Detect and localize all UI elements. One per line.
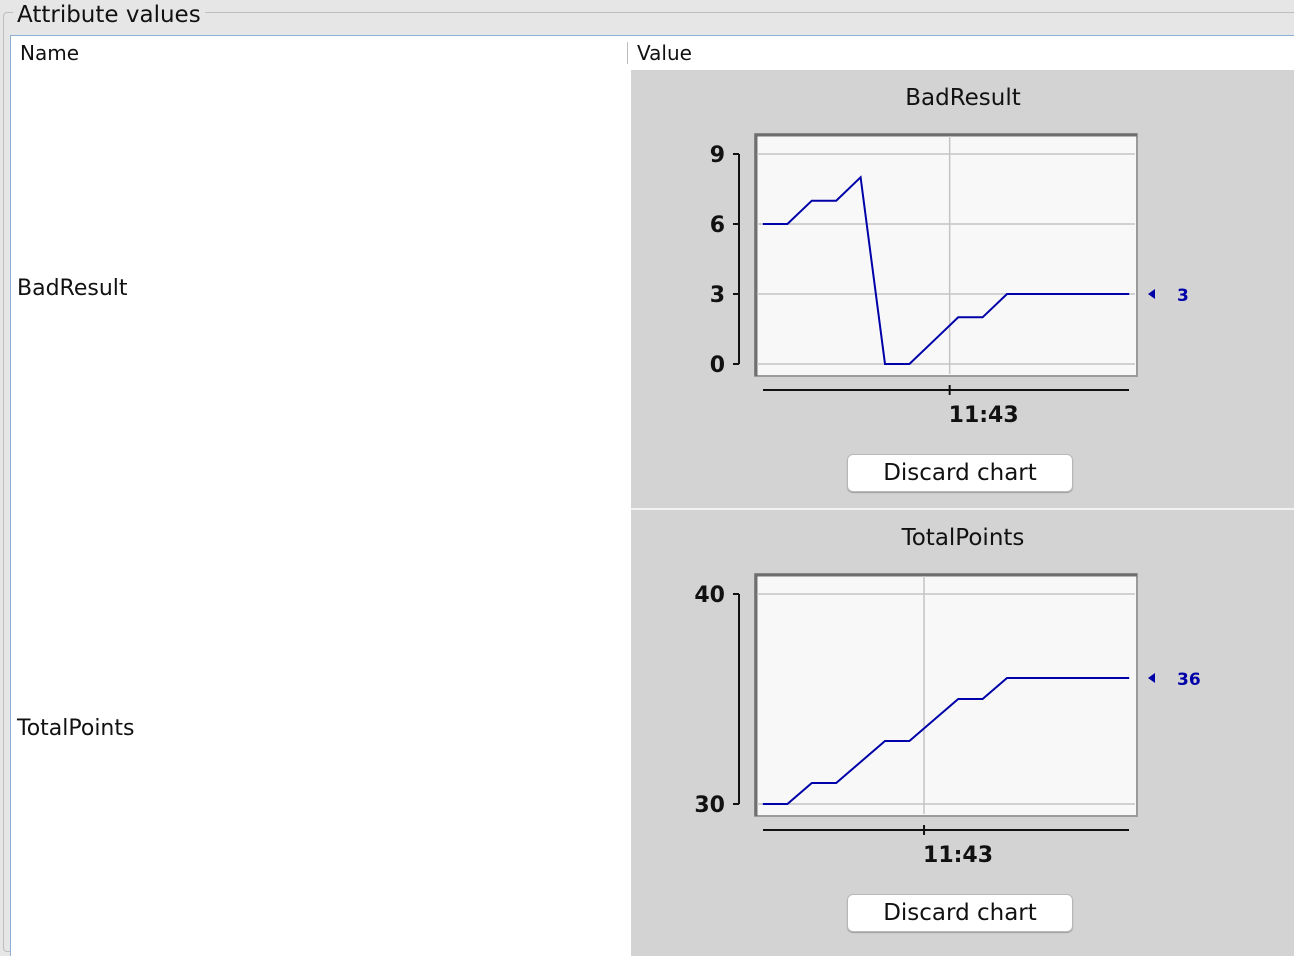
table-header: Name Value xyxy=(11,36,1294,70)
data-point xyxy=(835,782,837,784)
line-chart-totalpoints: 30 40 11:43 36 xyxy=(694,573,1201,868)
data-point xyxy=(1128,293,1130,295)
series-line xyxy=(763,677,1129,805)
chart-cell-totalpoints: TotalPoints 30 40 11:43 36 Discard chart xyxy=(631,510,1294,956)
discard-chart-button[interactable]: Discard chart xyxy=(847,454,1073,492)
row-name-badresult[interactable]: BadResult xyxy=(17,276,128,301)
data-point xyxy=(1006,677,1008,679)
y-tick-label: 0 xyxy=(710,353,725,378)
column-divider[interactable] xyxy=(627,42,628,64)
chart-title: BadResult xyxy=(905,85,1021,111)
data-point xyxy=(1079,677,1081,679)
last-value-label: 3 xyxy=(1177,286,1189,306)
data-point xyxy=(908,740,910,742)
last-value-label: 36 xyxy=(1177,670,1201,690)
data-point xyxy=(1006,293,1008,295)
row-name-totalpoints[interactable]: TotalPoints xyxy=(17,716,135,741)
chart-title: TotalPoints xyxy=(901,525,1025,551)
last-value-marker xyxy=(1148,289,1155,299)
data-point xyxy=(786,223,788,225)
row-divider xyxy=(631,508,1294,510)
data-point xyxy=(982,316,984,318)
data-point xyxy=(1030,293,1032,295)
data-point xyxy=(957,316,959,318)
data-point xyxy=(835,200,837,202)
column-header-value[interactable]: Value xyxy=(637,41,692,65)
data-point xyxy=(1055,677,1057,679)
y-tick-label: 6 xyxy=(710,213,725,238)
column-header-name[interactable]: Name xyxy=(20,41,80,65)
y-tick-label: 9 xyxy=(710,143,725,168)
series-line xyxy=(763,175,1129,365)
data-point xyxy=(957,698,959,700)
chart-cell-badresult: BadResult 0 3 6 9 11:43 3 Discard chart xyxy=(631,70,1294,508)
data-point xyxy=(762,803,764,805)
data-point xyxy=(1079,293,1081,295)
x-tick-label: 11:43 xyxy=(923,843,993,868)
y-tick-label: 30 xyxy=(694,793,725,818)
discard-chart-button[interactable]: Discard chart xyxy=(847,894,1073,932)
data-point xyxy=(786,803,788,805)
data-point xyxy=(811,782,813,784)
data-point xyxy=(1030,677,1032,679)
data-point xyxy=(884,740,886,742)
data-point xyxy=(1055,293,1057,295)
plot-area xyxy=(754,133,1138,377)
y-tick-label: 3 xyxy=(710,283,725,308)
data-point xyxy=(762,223,764,225)
data-point xyxy=(933,719,935,721)
line-chart-badresult: 0 3 6 9 11:43 3 xyxy=(710,133,1189,428)
y-tick-label: 40 xyxy=(694,583,725,608)
data-point xyxy=(860,176,862,178)
data-point xyxy=(908,363,910,365)
data-point xyxy=(982,698,984,700)
last-value-marker xyxy=(1148,673,1155,683)
data-point xyxy=(884,363,886,365)
data-point xyxy=(1128,677,1130,679)
attribute-table: Name Value BadResult BadResult 0 3 6 9 11:43… xyxy=(10,35,1294,956)
data-point xyxy=(860,761,862,763)
data-point xyxy=(1104,293,1106,295)
data-point xyxy=(811,200,813,202)
plot-area xyxy=(754,573,1138,817)
x-tick-label: 11:43 xyxy=(949,403,1019,428)
panel-legend: Attribute values xyxy=(13,0,205,30)
data-point xyxy=(1104,677,1106,679)
data-point xyxy=(933,340,935,342)
